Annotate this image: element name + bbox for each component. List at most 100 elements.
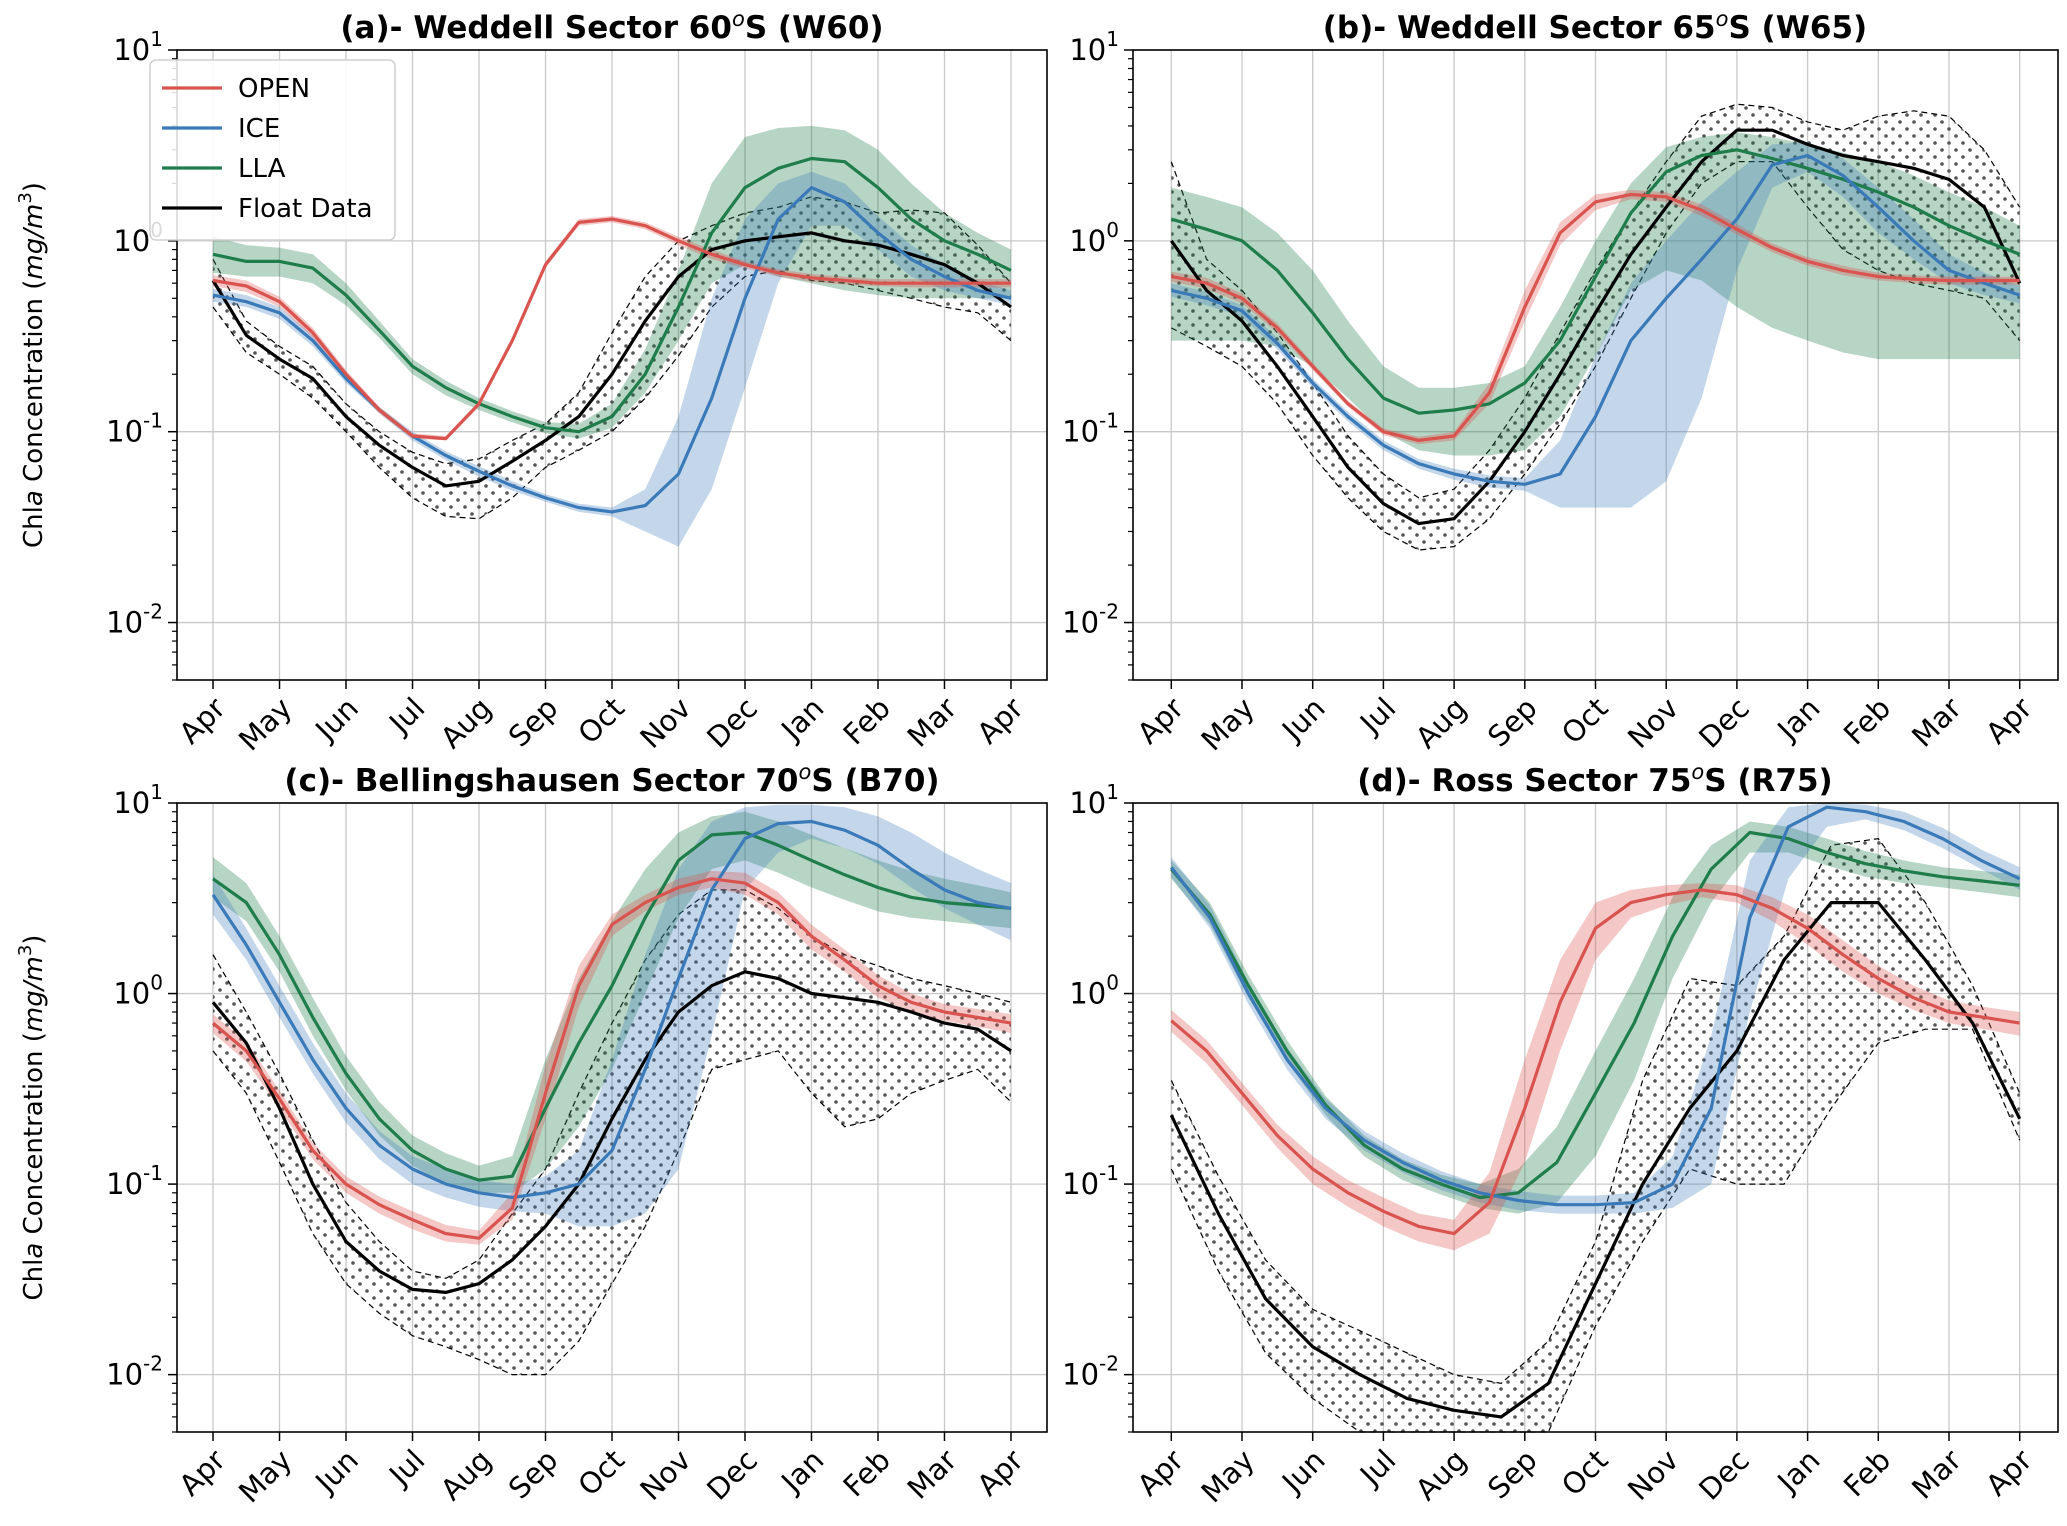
- x-tick-label: Sep: [1481, 691, 1544, 754]
- band-float-data: [213, 889, 1011, 1375]
- panel-title: (d)- Ross Sector 75oS (R75): [1357, 760, 1832, 799]
- x-tick-label: Aug: [1409, 1443, 1473, 1507]
- y-axis-label: Chla Concentration (mg/m3): [15, 935, 49, 1301]
- line-ice: [1170, 153, 2021, 486]
- y-tick-label: 101: [1069, 780, 1119, 820]
- panel-title: (b)- Weddell Sector 65oS (W65): [1323, 7, 1867, 46]
- x-tick-label: Jul: [381, 691, 431, 741]
- line-open: [1170, 888, 2020, 1236]
- band-lla: [1171, 132, 2020, 456]
- y-tick-label: 10-2: [1062, 600, 1119, 640]
- y-tick-label: 10-1: [106, 1161, 163, 1201]
- band-float-data: [1171, 838, 2020, 1432]
- band-open: [1171, 883, 2020, 1251]
- x-tick-label: Jun: [1274, 1443, 1331, 1500]
- line-ice: [211, 819, 1012, 1200]
- line-ice: [1170, 805, 2021, 1207]
- x-tick-label: Sep: [1481, 1443, 1544, 1506]
- x-tick-label: Sep: [502, 691, 565, 754]
- panel-title: (a)- Weddell Sector 60oS (W60): [340, 7, 883, 46]
- float-upper-bound: [1170, 103, 2021, 499]
- legend-label: LLA: [238, 154, 286, 184]
- x-tick-label: Dec: [1692, 1443, 1756, 1507]
- x-tick-label: Sep: [502, 1443, 565, 1506]
- x-tick-label: Jan: [773, 691, 830, 748]
- legend-label: ICE: [238, 114, 280, 144]
- x-tick-label: Dec: [700, 691, 764, 755]
- x-tick-label: Mar: [1905, 691, 1968, 754]
- x-tick-label: Jul: [381, 1443, 431, 1493]
- x-tick-label: Jan: [773, 1443, 830, 1500]
- x-tick-label: Oct: [1555, 1443, 1615, 1503]
- line-lla: [212, 156, 1012, 434]
- x-tick-label: Jul: [1352, 691, 1402, 741]
- band-ice: [1171, 803, 2020, 1214]
- x-tick-label: Mar: [1905, 1443, 1968, 1506]
- y-tick-label: 10-2: [106, 1352, 163, 1392]
- x-tick-label: Mar: [901, 1443, 964, 1506]
- x-tick-label: Dec: [700, 1443, 764, 1507]
- x-tick-label: Mar: [901, 691, 964, 754]
- x-tick-label: Aug: [434, 691, 498, 755]
- float-upper-bound: [212, 889, 1012, 1280]
- float-lower-bound: [1171, 161, 2021, 551]
- legend-label: Float Data: [238, 194, 373, 224]
- line-ice: [212, 186, 1012, 514]
- x-tick-label: Jun: [307, 691, 364, 748]
- x-tick-label: Apr: [172, 691, 232, 751]
- band-lla: [213, 125, 1011, 439]
- x-tick-label: Jan: [1769, 1443, 1826, 1500]
- line-float-data: [1169, 128, 2022, 526]
- legend: OPEN ICE LLA Float Data: [149, 59, 396, 241]
- x-tick-label: Apr: [172, 1443, 232, 1503]
- band-lla: [1171, 821, 2020, 1214]
- y-tick-label: 100: [1069, 971, 1119, 1011]
- line-open: [211, 877, 1012, 1240]
- x-tick-label: Aug: [1409, 691, 1473, 755]
- float-lower-bound: [1170, 1028, 2021, 1433]
- panel-title: (c)- Bellingshausen Sector 70oS (B70): [284, 760, 939, 799]
- band-lla: [213, 811, 1011, 1193]
- y-tick-label: 10-1: [1062, 1161, 1119, 1201]
- y-tick-label: 101: [1069, 27, 1119, 67]
- x-tick-label: Apr: [1979, 691, 2039, 751]
- line-float-data: [211, 970, 1012, 1295]
- line-open: [212, 217, 1011, 441]
- x-tick-label: Nov: [633, 1443, 697, 1507]
- y-tick-label: 10-1: [106, 409, 163, 449]
- y-tick-label: 100: [1069, 218, 1119, 258]
- x-tick-label: Jul: [1352, 1443, 1402, 1493]
- x-tick-label: Feb: [1837, 691, 1897, 751]
- legend-label: OPEN: [238, 74, 310, 104]
- y-tick-label: 101: [113, 780, 163, 820]
- y-axis-label: Chla Concentration (mg/m3): [15, 182, 49, 548]
- line-float-data: [1169, 900, 2022, 1419]
- x-tick-label: Oct: [571, 1443, 631, 1503]
- x-tick-label: Jun: [1274, 691, 1331, 748]
- x-tick-label: Apr: [1131, 691, 1191, 751]
- line-open: [1171, 192, 2020, 442]
- x-tick-label: Feb: [1837, 1443, 1897, 1503]
- x-tick-label: Jan: [1769, 691, 1826, 748]
- x-tick-label: Nov: [1621, 691, 1685, 755]
- x-tick-label: May: [1194, 691, 1260, 757]
- y-tick-label: 10-2: [106, 600, 163, 640]
- x-tick-label: Nov: [633, 691, 697, 755]
- band-ice: [213, 804, 1011, 1227]
- x-tick-label: Oct: [571, 691, 631, 751]
- y-tick-label: 10-1: [1062, 409, 1119, 449]
- x-tick-label: Oct: [1555, 691, 1615, 751]
- line-float-data: [211, 231, 1012, 488]
- band-ice: [1171, 141, 2020, 508]
- band-float-data: [1171, 104, 2020, 550]
- float-upper-bound: [1170, 838, 2021, 1385]
- x-tick-label: May: [1194, 1443, 1260, 1509]
- x-tick-label: Dec: [1692, 691, 1756, 755]
- legend-box: [149, 59, 396, 241]
- x-tick-label: Apr: [970, 1443, 1030, 1503]
- x-tick-label: Feb: [837, 691, 897, 751]
- x-tick-label: Apr: [1131, 1443, 1191, 1503]
